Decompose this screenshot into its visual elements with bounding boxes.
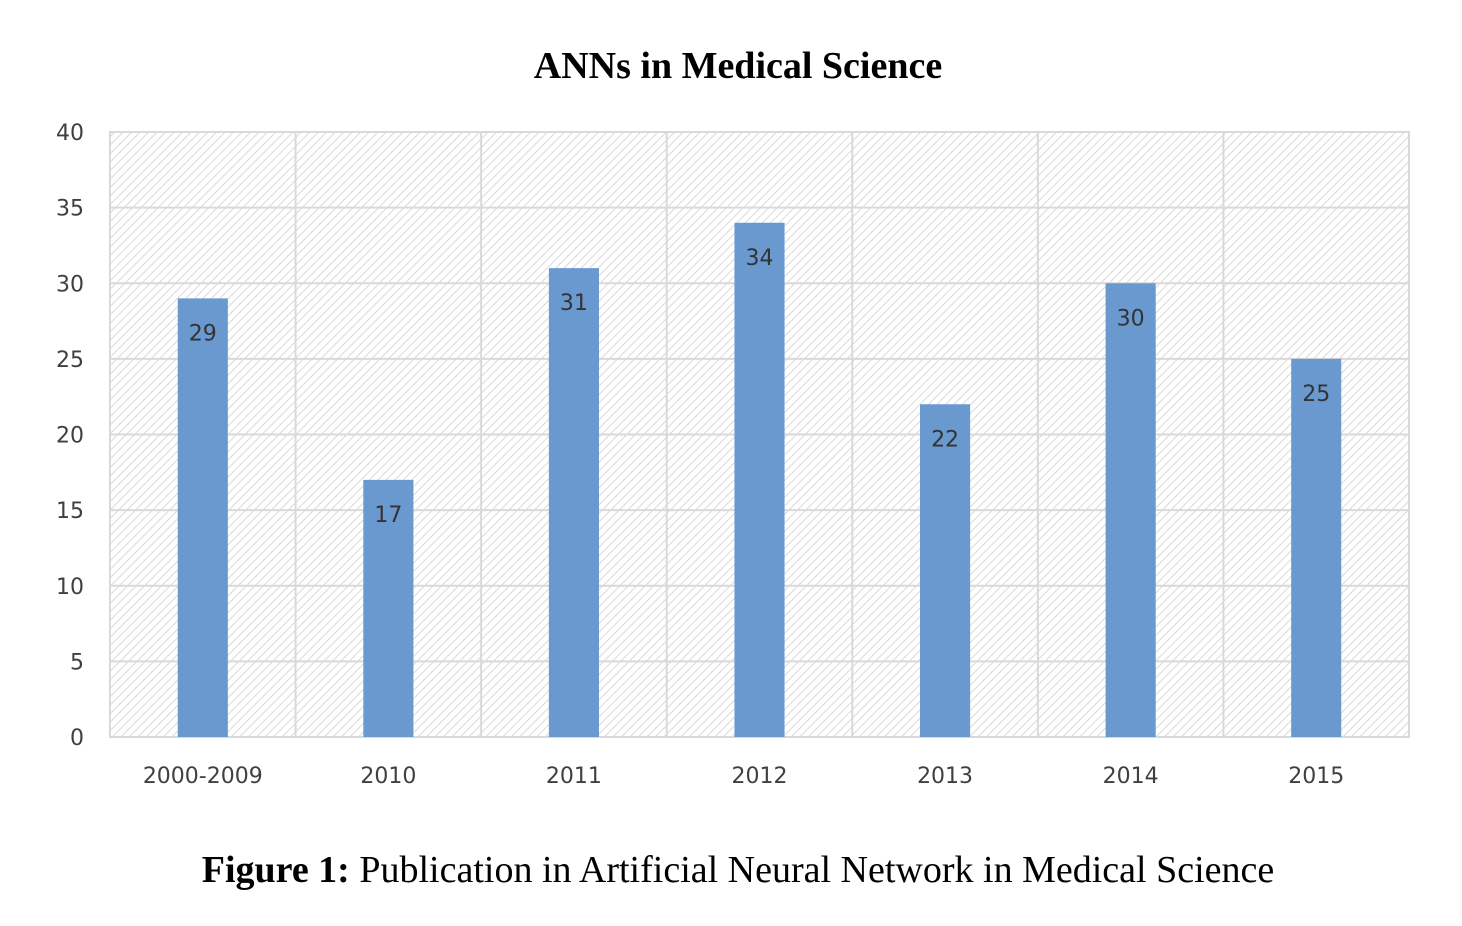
y-tick-label: 25 bbox=[56, 348, 84, 373]
y-tick-label: 40 bbox=[56, 121, 84, 146]
bars bbox=[177, 222, 1342, 737]
data-label: 30 bbox=[1117, 306, 1145, 331]
y-tick-label: 20 bbox=[56, 424, 84, 449]
x-tick-label: 2013 bbox=[917, 764, 973, 789]
data-label: 17 bbox=[374, 503, 402, 528]
bar bbox=[1105, 283, 1156, 737]
x-tick-label: 2015 bbox=[1288, 764, 1344, 789]
data-label: 34 bbox=[746, 246, 774, 271]
figure-caption: Figure 1: Publication in Artificial Neur… bbox=[0, 848, 1462, 892]
x-tick-label: 2000-2009 bbox=[143, 764, 263, 789]
y-tick-label: 5 bbox=[70, 650, 84, 675]
x-tick-label: 2010 bbox=[360, 764, 416, 789]
bar bbox=[177, 298, 228, 737]
data-label: 31 bbox=[560, 291, 588, 316]
bar bbox=[734, 222, 785, 737]
bar bbox=[920, 404, 971, 737]
chart-title: ANNs in Medical Science bbox=[533, 45, 943, 87]
bar bbox=[548, 268, 599, 737]
y-tick-label: 0 bbox=[70, 726, 84, 751]
bar bbox=[363, 479, 414, 737]
y-tick-label: 10 bbox=[56, 575, 84, 600]
x-axis-ticks: 2000-2009 2010 2011 2012 2013 2014 2015 bbox=[143, 764, 1344, 789]
y-tick-label: 30 bbox=[56, 272, 84, 297]
bar bbox=[1291, 358, 1342, 737]
x-tick-label: 2011 bbox=[546, 764, 602, 789]
y-axis-ticks: 0 5 10 15 20 25 30 35 40 bbox=[56, 121, 84, 751]
x-tick-label: 2012 bbox=[732, 764, 788, 789]
y-tick-label: 35 bbox=[56, 197, 84, 222]
caption-text: Publication in Artificial Neural Network… bbox=[349, 849, 1275, 891]
caption-label: Figure 1: bbox=[201, 849, 350, 891]
data-label: 29 bbox=[189, 321, 217, 346]
data-label: 25 bbox=[1302, 382, 1330, 407]
x-tick-label: 2014 bbox=[1103, 764, 1159, 789]
data-labels: 29 17 31 34 22 30 25 bbox=[189, 246, 1330, 528]
data-label: 22 bbox=[931, 427, 959, 452]
y-tick-label: 15 bbox=[56, 499, 84, 524]
